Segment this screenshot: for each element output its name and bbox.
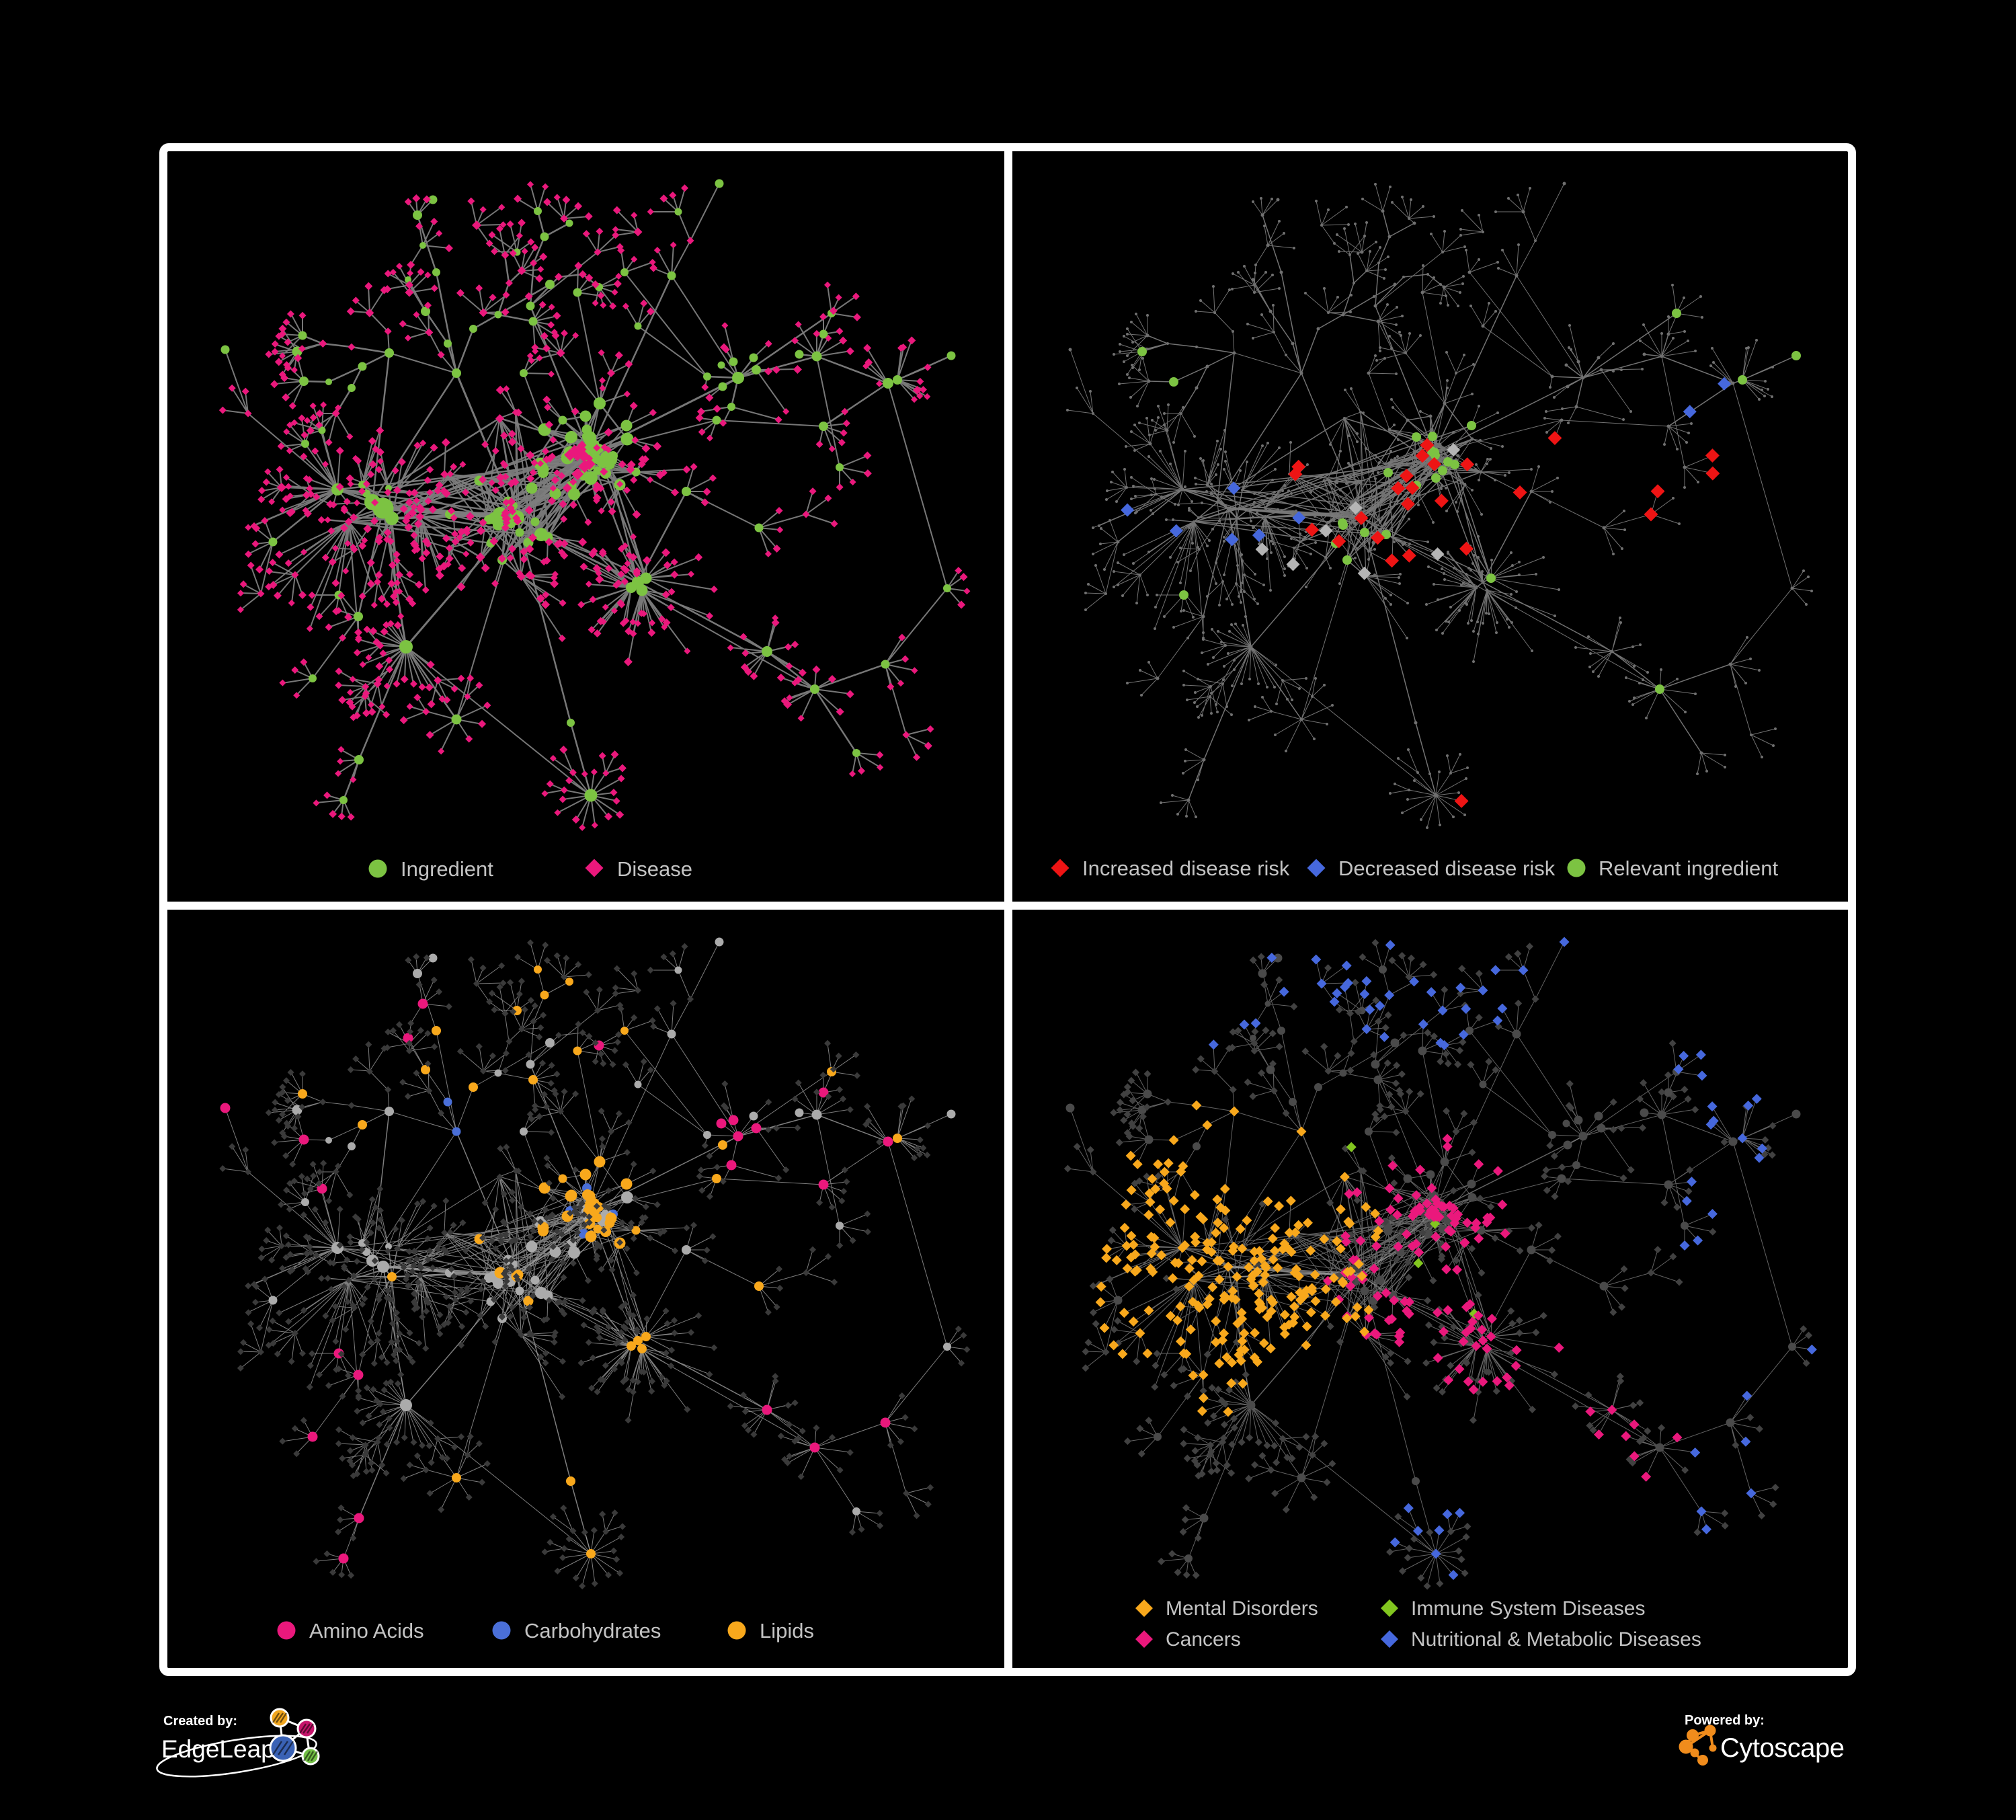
svg-text:Disease: Disease: [617, 857, 692, 881]
svg-text:Carbohydrates: Carbohydrates: [524, 1619, 661, 1643]
svg-text:Cytoscape: Cytoscape: [1720, 1733, 1844, 1763]
svg-text:Relevant ingredient: Relevant ingredient: [1599, 857, 1779, 880]
svg-text:Cancers: Cancers: [1166, 1628, 1241, 1651]
svg-text:Amino Acids: Amino Acids: [309, 1619, 424, 1643]
svg-text:Created by:: Created by:: [163, 1714, 237, 1729]
svg-text:Immune System Diseases: Immune System Diseases: [1411, 1597, 1645, 1620]
svg-text:Mental Disorders: Mental Disorders: [1166, 1597, 1318, 1620]
svg-text:Lipids: Lipids: [760, 1619, 814, 1643]
svg-text:Nutritional & Metabolic Diseas: Nutritional & Metabolic Diseases: [1411, 1628, 1701, 1651]
svg-text:EdgeLeap: EdgeLeap: [161, 1735, 275, 1763]
svg-text:Increased disease risk: Increased disease risk: [1082, 857, 1290, 880]
svg-text:Powered by:: Powered by:: [1685, 1713, 1765, 1728]
svg-text:Ingredient: Ingredient: [401, 857, 493, 881]
svg-text:Decreased disease risk: Decreased disease risk: [1338, 857, 1556, 880]
